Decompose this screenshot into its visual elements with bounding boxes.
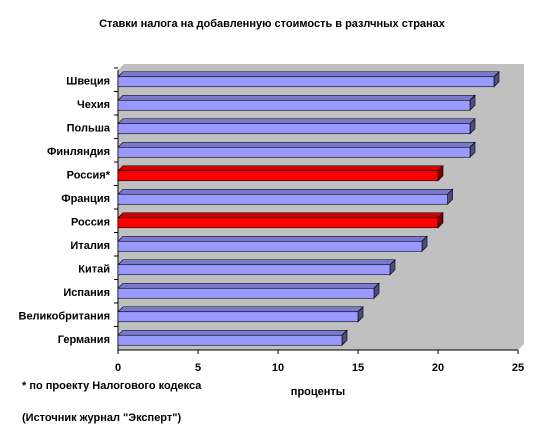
- bar-top: [117, 71, 500, 78]
- y-tick-label: Швеция: [66, 76, 110, 88]
- y-tick-label: Финляндия: [47, 146, 110, 158]
- bar-top: [117, 165, 444, 172]
- bar-top: [117, 212, 444, 219]
- bar: [117, 123, 471, 135]
- footnote: * по проекту Налогового кодекса: [22, 380, 202, 392]
- y-tick-label: Китай: [78, 264, 110, 276]
- x-tick-label: 25: [512, 362, 524, 374]
- bar-top: [117, 329, 348, 336]
- bar-top: [117, 259, 396, 266]
- y-tick-label: Италия: [70, 240, 110, 252]
- bar: [117, 217, 439, 229]
- y-tick-label: Испания: [63, 287, 110, 299]
- y-tick-label: Россия*: [67, 170, 111, 182]
- bar: [117, 287, 375, 299]
- y-tick-label: Чехия: [77, 99, 110, 111]
- source: (Источник журнал "Эксперт"): [22, 412, 181, 424]
- y-tick-label: Польша: [67, 123, 111, 135]
- y-tick-label: Россия: [71, 217, 110, 229]
- chart-title: Ставки налога на добавленную стоимость в…: [99, 18, 446, 30]
- y-tick-label: Великобритания: [19, 311, 111, 323]
- bar-top: [117, 118, 476, 125]
- bar-top: [117, 235, 428, 242]
- bar: [117, 240, 423, 252]
- x-tick-label: 10: [272, 362, 284, 374]
- bar-top: [117, 188, 454, 195]
- bar: [117, 311, 359, 323]
- bar-top: [117, 282, 380, 289]
- x-tick-label: 0: [115, 362, 121, 374]
- x-tick-label: 5: [195, 362, 201, 374]
- bar: [117, 99, 471, 111]
- bar: [117, 264, 391, 276]
- x-tick-label: 15: [352, 362, 364, 374]
- bar: [117, 76, 495, 88]
- plot-wall: [118, 64, 524, 350]
- x-axis-label: проценты: [291, 386, 345, 398]
- x-tick-label: 20: [432, 362, 444, 374]
- y-tick-label: Франция: [61, 193, 110, 205]
- y-tick-label: Германия: [58, 334, 110, 346]
- bar-top: [117, 141, 476, 148]
- bar: [117, 334, 343, 346]
- bar: [117, 193, 448, 205]
- bar-top: [117, 94, 476, 101]
- bar-top: [117, 306, 364, 313]
- bar: [117, 170, 439, 182]
- bar: [117, 146, 471, 158]
